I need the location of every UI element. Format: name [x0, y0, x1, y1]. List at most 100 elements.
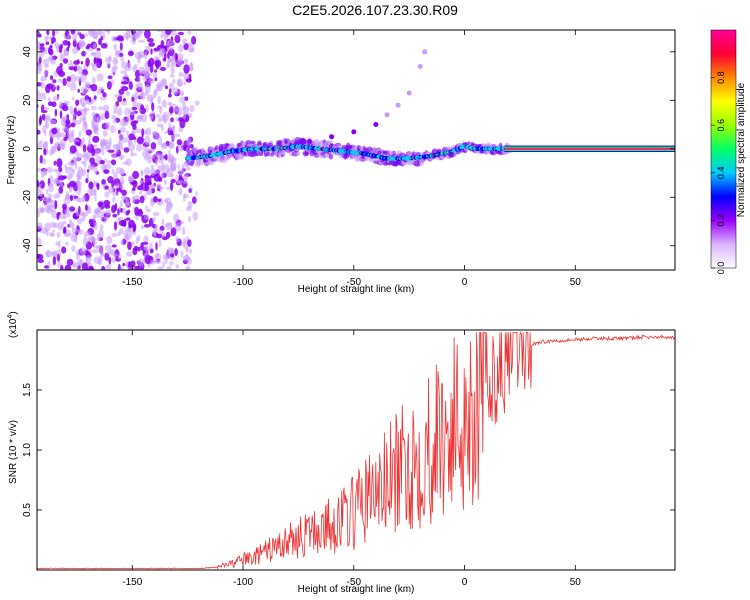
- noise-speckle: [37, 186, 42, 192]
- noise-speckle: [38, 33, 42, 38]
- noise-speckle: [82, 122, 88, 132]
- noise-speckle: [114, 49, 121, 58]
- noise-speckle: [112, 143, 120, 150]
- noise-speckle: [156, 183, 162, 189]
- noise-speckle: [169, 106, 174, 114]
- noise-speckle: [184, 96, 189, 101]
- noise-speckle: [184, 253, 189, 262]
- noise-speckle: [119, 42, 123, 51]
- noise-speckle: [59, 143, 65, 151]
- noise-speckle: [134, 206, 140, 216]
- noise-speckle: [183, 43, 189, 51]
- noise-speckle: [59, 101, 63, 110]
- noise-speckle: [178, 168, 184, 176]
- noise-speckle: [85, 99, 90, 104]
- noise-speckle: [125, 217, 131, 221]
- noise-speckle: [153, 196, 158, 203]
- noise-speckle: [161, 78, 168, 87]
- noise-speckle: [81, 102, 86, 108]
- noise-speckle: [94, 148, 100, 157]
- noise-speckle: [150, 142, 157, 150]
- noise-speckle: [152, 211, 160, 217]
- noise-speckle: [191, 196, 197, 204]
- noise-speckle: [37, 254, 44, 260]
- noise-speckle: [134, 245, 138, 251]
- noise-speckle: [138, 50, 144, 58]
- noise-speckle: [112, 196, 116, 203]
- noise-speckle: [149, 248, 154, 254]
- snr-marks: [37, 331, 675, 570]
- noise-speckle: [121, 195, 128, 201]
- noise-speckle: [62, 78, 67, 86]
- noise-speckle: [126, 32, 129, 42]
- noise-speckle: [68, 66, 76, 71]
- noise-speckle: [56, 191, 61, 199]
- noise-speckle: [146, 181, 152, 186]
- noise-speckle: [101, 179, 106, 185]
- noise-speckle: [74, 119, 81, 125]
- signal-halo: [456, 151, 461, 155]
- noise-speckle: [144, 30, 151, 39]
- noise-speckle: [110, 125, 116, 134]
- noise-speckle: [77, 66, 84, 75]
- noise-speckle: [146, 103, 149, 113]
- noise-speckle: [75, 197, 81, 203]
- noise-speckle: [123, 230, 129, 238]
- noise-speckle: [164, 30, 172, 35]
- noise-speckle: [100, 43, 108, 49]
- snr-scale-exp: 4: [7, 315, 14, 319]
- noise-speckle: [155, 60, 160, 70]
- noise-speckle: [140, 104, 145, 111]
- noise-speckle: [176, 139, 183, 146]
- noise-speckle: [69, 105, 74, 115]
- noise-speckle: [163, 179, 167, 186]
- signal-halo: [287, 138, 291, 143]
- noise-speckle: [164, 130, 168, 135]
- noise-speckle: [52, 30, 56, 37]
- noise-speckle: [101, 146, 105, 151]
- noise-speckle: [164, 197, 172, 205]
- noise-speckle: [111, 66, 117, 76]
- noise-speckle: [37, 259, 44, 263]
- noise-speckle: [50, 145, 57, 154]
- chirp-point: [384, 112, 390, 118]
- noise-speckle: [106, 80, 112, 90]
- noise-speckle: [38, 56, 42, 64]
- noise-speckle: [67, 33, 71, 40]
- noise-speckle: [191, 35, 197, 45]
- noise-speckle: [37, 180, 40, 188]
- noise-speckle: [189, 248, 192, 254]
- noise-speckle: [92, 241, 98, 246]
- noise-speckle: [55, 30, 59, 35]
- noise-speckle: [104, 266, 112, 270]
- signal-halo: [197, 159, 204, 166]
- noise-speckle: [183, 193, 187, 198]
- noise-speckle: [107, 186, 115, 194]
- noise-speckle: [104, 185, 109, 190]
- noise-speckle: [90, 83, 98, 92]
- signal-halo: [328, 153, 334, 160]
- noise-speckle: [185, 166, 191, 171]
- noise-speckle: [96, 244, 104, 251]
- noise-speckle: [81, 212, 86, 222]
- noise-speckle: [93, 209, 100, 215]
- noise-speckle: [42, 158, 47, 165]
- noise-speckle: [182, 38, 187, 43]
- x-tick-label: -50: [347, 577, 362, 588]
- noise-speckle: [124, 68, 127, 78]
- noise-speckle: [73, 65, 78, 72]
- noise-speckle: [160, 30, 166, 34]
- noise-speckle: [90, 235, 96, 243]
- snr-series-line: [37, 331, 675, 570]
- noise-speckle: [117, 253, 121, 260]
- noise-speckle: [47, 56, 54, 60]
- noise-speckle: [138, 39, 145, 43]
- noise-speckle: [37, 222, 43, 230]
- noise-speckle: [188, 44, 195, 53]
- noise-speckle: [145, 205, 148, 211]
- chirp-point: [417, 63, 423, 69]
- noise-speckle: [128, 30, 132, 33]
- noise-speckle: [111, 232, 118, 238]
- chirp-point: [373, 122, 379, 127]
- noise-speckle: [164, 85, 169, 90]
